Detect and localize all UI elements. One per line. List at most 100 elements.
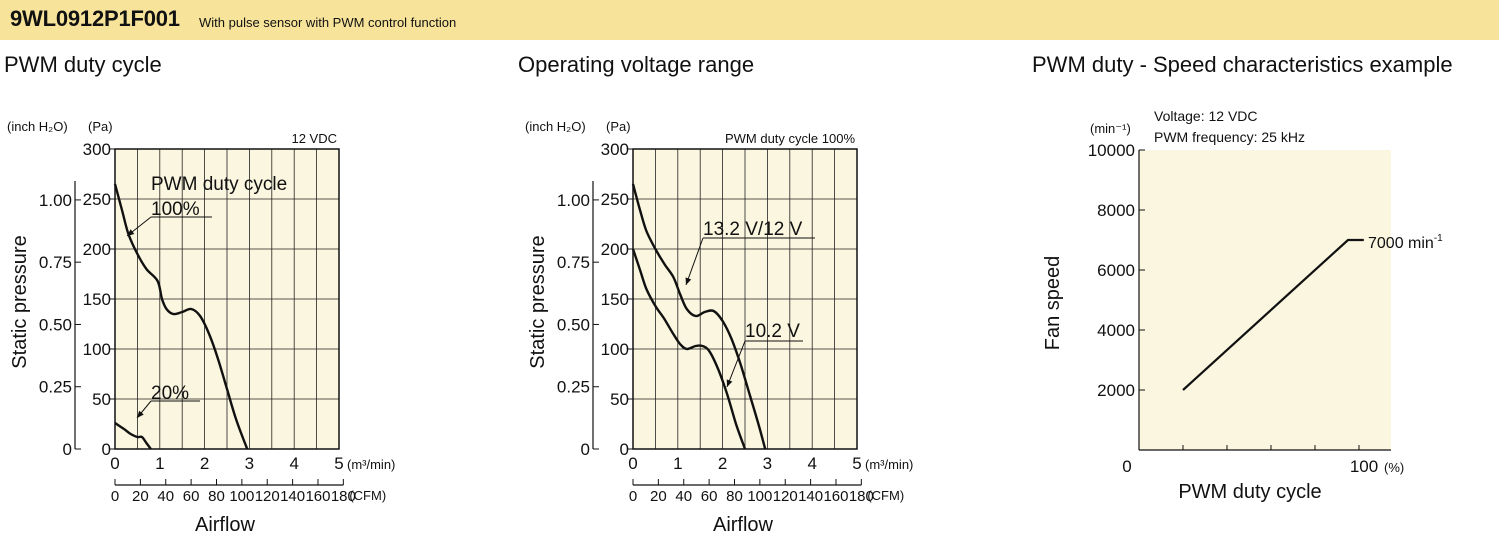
c0-x2-tick-label: 100 xyxy=(229,488,254,505)
c1-x-tick-label: 0 xyxy=(628,454,637,473)
c1-ylabel: Static pressure xyxy=(527,235,549,368)
c1-x2-tick-label: 40 xyxy=(675,488,692,505)
c1-x2-unit: (CFM) xyxy=(867,488,904,503)
c2-x-tick-label-0: 0 xyxy=(1122,457,1131,476)
c0-y-tick-label: 200 xyxy=(83,240,111,259)
c0-series-arrow-100-head xyxy=(127,229,135,236)
c1-x2-tick-label: 60 xyxy=(701,488,718,505)
c2-y-tick-label: 2000 xyxy=(1097,381,1135,400)
c2-annotation-7000: 7000 min-1 xyxy=(1368,233,1443,252)
c0-xlabel: Airflow xyxy=(195,514,256,536)
c2-plot-area xyxy=(1139,150,1391,450)
c0-x-tick-label: 1 xyxy=(155,454,164,473)
c0-x-tick-label: 2 xyxy=(200,454,209,473)
c0-ylabel: Static pressure xyxy=(9,235,31,368)
c1-series-label-13v: 13.2 V/12 V xyxy=(703,219,803,240)
chart-title-operating-voltage: Operating voltage range xyxy=(518,52,755,77)
c1-x-tick-label: 1 xyxy=(673,454,682,473)
c2-y-tick-label: 10000 xyxy=(1088,141,1135,160)
c0-y-tick-label: 300 xyxy=(83,140,111,159)
header-banner: 9WL0912P1F001 With pulse sensor with PWM… xyxy=(0,0,1499,40)
c0-y2-unit: (inch H₂O) xyxy=(7,119,68,134)
c0-x2-tick-label: 160 xyxy=(305,488,330,505)
c1-series-line-1 xyxy=(631,248,747,450)
c1-x2-tick-label: 20 xyxy=(650,488,667,505)
c1-x2-tick-label: 0 xyxy=(629,488,637,505)
c0-x2-tick-label: 40 xyxy=(157,488,174,505)
c0-y-tick-label: 50 xyxy=(92,390,111,409)
c2-xlabel: PWM duty cycle xyxy=(1178,481,1321,503)
c1-x-tick-label: 4 xyxy=(807,454,816,473)
c1-x2-tick-label: 160 xyxy=(823,488,848,505)
c2-condition-voltage: Voltage: 12 VDC xyxy=(1154,108,1258,124)
c1-x2-tick-label: 100 xyxy=(747,488,772,505)
c1-x-unit: (m³/min) xyxy=(865,457,913,472)
c0-y-tick-label: 0 xyxy=(102,440,111,459)
c0-series-label-20: 20% xyxy=(151,383,189,404)
c0-x2-tick-label: 120 xyxy=(255,488,280,505)
c1-y-tick-label: 100 xyxy=(601,340,629,359)
c0-x2-tick-label: 80 xyxy=(208,488,225,505)
c0-x-tick-label: 3 xyxy=(245,454,254,473)
c1-y-tick-label: 50 xyxy=(610,390,629,409)
c0-series-line-1 xyxy=(114,422,152,450)
c1-y2-tick-label: 1.00 xyxy=(557,191,590,210)
c1-xlabel: Airflow xyxy=(713,514,774,536)
c0-x2-tick-label: 0 xyxy=(111,488,119,505)
c0-y2-tick-label: 0.50 xyxy=(39,315,72,334)
c2-x-tick-label-100: 100 xyxy=(1350,457,1378,476)
c2-y-tick-label: 6000 xyxy=(1097,261,1135,280)
c2-x-unit: (%) xyxy=(1384,460,1404,475)
c1-y-unit: (Pa) xyxy=(606,119,631,134)
c0-y2-tick-label: 0.75 xyxy=(39,253,72,272)
c1-x2-tick-label: 180 xyxy=(849,488,874,505)
c1-y-tick-label: 150 xyxy=(601,290,629,309)
c0-x2-tick-label: 180 xyxy=(331,488,356,505)
c1-y-tick-label: 300 xyxy=(601,140,629,159)
c0-legend-title: PWM duty cycle xyxy=(151,174,287,195)
c0-x2-tick-label: 20 xyxy=(132,488,149,505)
c2-y-tick-label: 4000 xyxy=(1097,321,1135,340)
c0-y-tick-label: 150 xyxy=(83,290,111,309)
c1-y2-tick-label: 0.50 xyxy=(557,315,590,334)
c2-y-unit: (min⁻¹) xyxy=(1090,121,1131,136)
c0-x2-tick-label: 140 xyxy=(280,488,305,505)
c1-x-tick-label: 3 xyxy=(763,454,772,473)
c2-ylabel: Fan speed xyxy=(1042,256,1064,351)
c1-x2-tick-label: 120 xyxy=(773,488,798,505)
c1-series-arrow-10v xyxy=(726,340,746,388)
c0-series-arrow-20-head xyxy=(137,410,144,418)
c0-x-unit: (m³/min) xyxy=(347,457,395,472)
c1-series-line-0 xyxy=(631,183,767,450)
c1-y2-tick-label: 0.25 xyxy=(557,378,590,397)
c0-x-tick-label: 5 xyxy=(334,454,343,473)
c1-x-tick-label: 2 xyxy=(718,454,727,473)
c0-y-unit: (Pa) xyxy=(88,119,113,134)
c0-y2-tick-label: 0 xyxy=(63,440,72,459)
c0-x2-tick-label: 60 xyxy=(183,488,200,505)
c1-x2-tick-label: 140 xyxy=(798,488,823,505)
c0-x-tick-label: 4 xyxy=(289,454,298,473)
c0-y-tick-label: 250 xyxy=(83,190,111,209)
c1-y-tick-label: 200 xyxy=(601,240,629,259)
c1-y2-tick-label: 0 xyxy=(581,440,590,459)
c1-condition: PWM duty cycle 100% xyxy=(725,131,855,146)
c0-x2-unit: (CFM) xyxy=(349,488,386,503)
c1-series-label-10v: 10.2 V xyxy=(745,321,800,342)
c0-x-tick-label: 0 xyxy=(110,454,119,473)
c0-condition: 12 VDC xyxy=(291,131,337,146)
c0-series-line-0 xyxy=(113,183,249,450)
c2-annotation-sup: -1 xyxy=(1434,233,1443,244)
c1-y2-unit: (inch H₂O) xyxy=(525,119,586,134)
chart-title-pwm-duty-cycle: PWM duty cycle xyxy=(4,52,162,77)
c0-series-label-100: 100% xyxy=(151,199,200,220)
c2-series-line xyxy=(1182,238,1364,391)
c1-y-tick-label: 0 xyxy=(620,440,629,459)
c0-y2-tick-label: 0.25 xyxy=(39,378,72,397)
c1-x2-tick-label: 80 xyxy=(726,488,743,505)
model-number: 9WL0912P1F001 xyxy=(10,6,180,31)
c1-series-arrow-10v-head xyxy=(726,379,733,387)
c2-condition-frequency: PWM frequency: 25 kHz xyxy=(1154,129,1305,145)
c1-y-tick-label: 250 xyxy=(601,190,629,209)
